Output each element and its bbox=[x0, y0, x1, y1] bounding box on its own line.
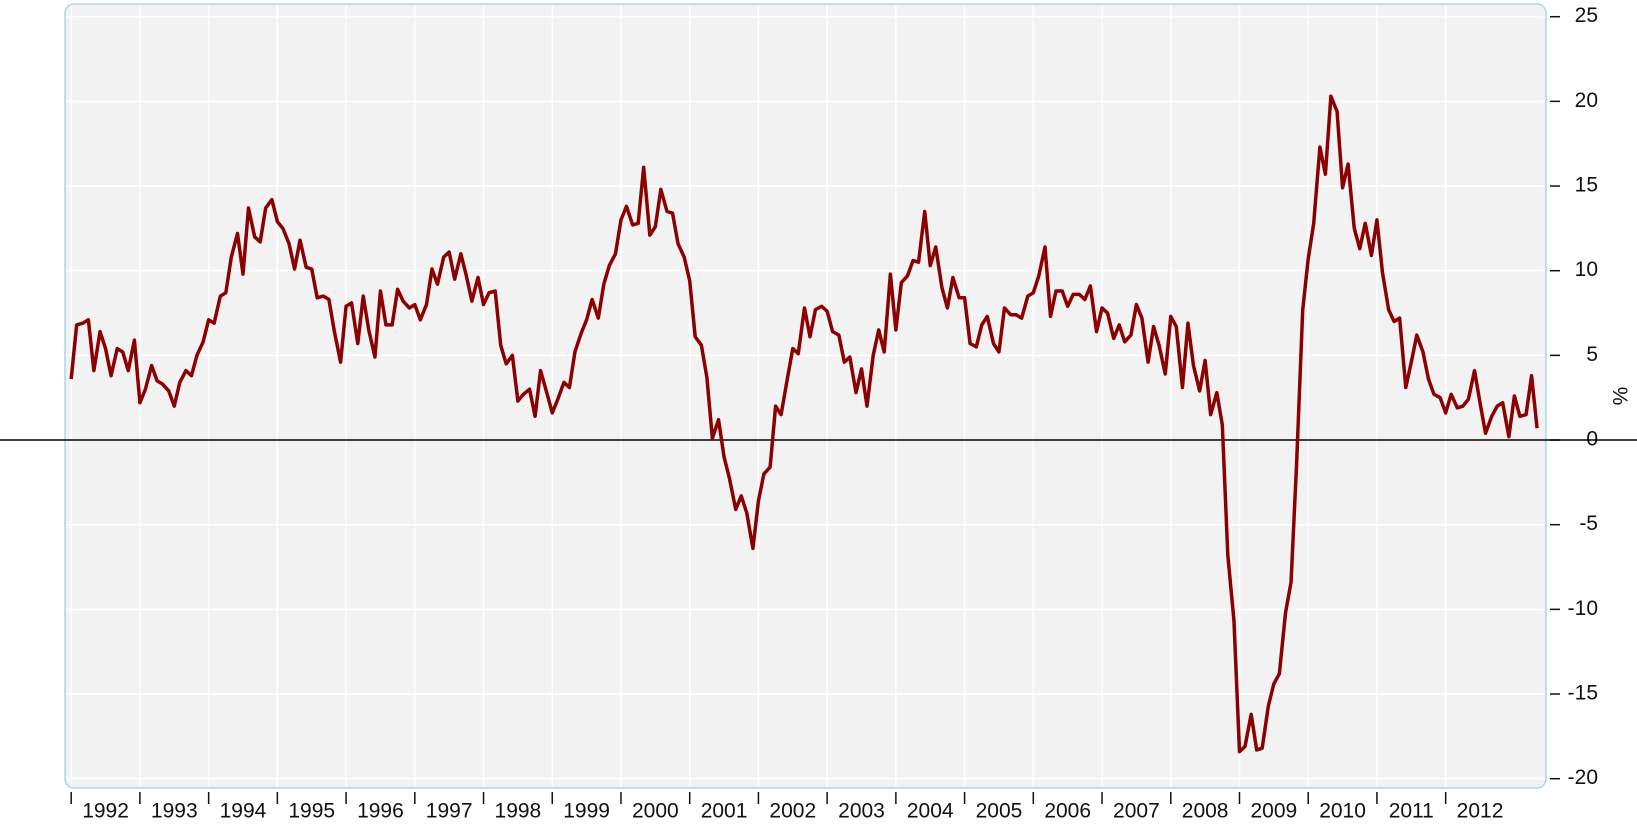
y-tick-label: -10 bbox=[1568, 597, 1598, 620]
x-tick-label: 1993 bbox=[151, 800, 198, 823]
plot-area bbox=[64, 3, 1547, 789]
x-tick-label: 2012 bbox=[1457, 800, 1504, 823]
x-tick-label: 2007 bbox=[1113, 800, 1160, 823]
x-tick-label: 2002 bbox=[769, 800, 816, 823]
y-tick-label: 25 bbox=[1575, 4, 1598, 27]
y-tick-label: -20 bbox=[1568, 766, 1598, 789]
y-tick-label: 10 bbox=[1575, 258, 1598, 281]
x-tick-label: 2004 bbox=[907, 800, 954, 823]
x-tick-label: 1996 bbox=[357, 800, 404, 823]
x-tick-label: 1999 bbox=[563, 800, 610, 823]
x-tick-label: 2010 bbox=[1319, 800, 1366, 823]
y-tick-label: -5 bbox=[1579, 512, 1598, 535]
x-tick-label: 1994 bbox=[220, 800, 267, 823]
x-tick-label: 2009 bbox=[1250, 800, 1297, 823]
y-axis-label: % bbox=[1610, 387, 1633, 406]
x-tick-label: 1995 bbox=[288, 800, 335, 823]
x-tick-label: 2005 bbox=[976, 800, 1023, 823]
x-tick-label: 2008 bbox=[1182, 800, 1229, 823]
x-tick-label: 2006 bbox=[1044, 800, 1091, 823]
y-tick-label: 5 bbox=[1586, 343, 1598, 366]
y-tick-label: 15 bbox=[1575, 174, 1598, 197]
x-tick-label: 2000 bbox=[632, 800, 679, 823]
x-tick-label: 2003 bbox=[838, 800, 885, 823]
y-tick-label: 0 bbox=[1586, 428, 1598, 451]
data-line bbox=[69, 94, 1539, 754]
x-tick-label: 1992 bbox=[82, 800, 129, 823]
y-tick-label: 20 bbox=[1575, 89, 1598, 112]
x-tick-label: 1997 bbox=[426, 800, 473, 823]
x-tick-label: 2001 bbox=[701, 800, 748, 823]
x-tick-label: 2011 bbox=[1389, 800, 1434, 823]
x-tick-label: 1998 bbox=[495, 800, 542, 823]
y-tick-label: -15 bbox=[1568, 682, 1598, 705]
